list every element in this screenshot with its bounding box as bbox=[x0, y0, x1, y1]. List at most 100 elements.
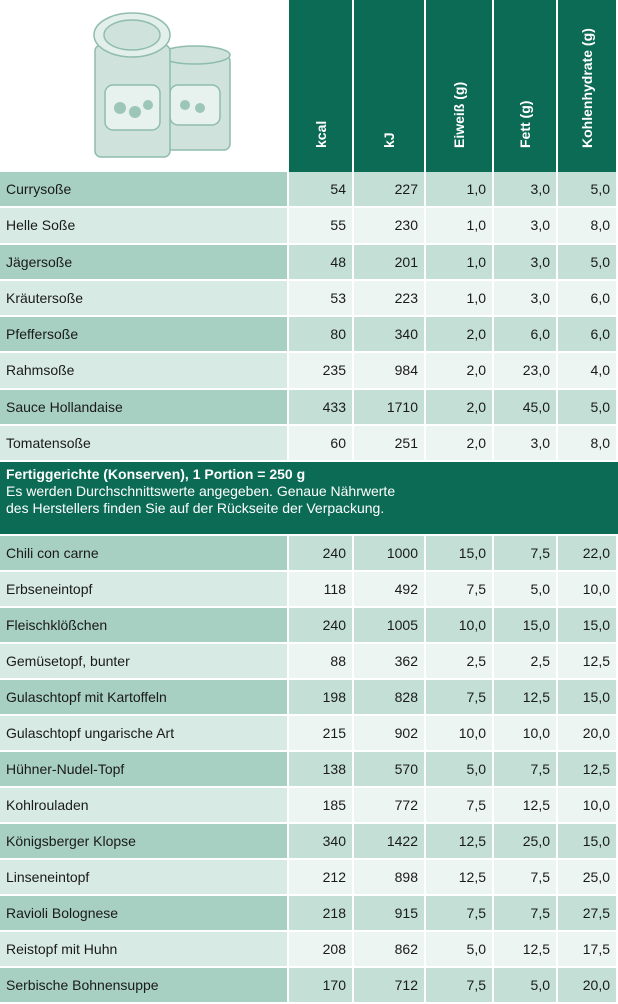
number-cell: 3,0 bbox=[494, 280, 558, 317]
name-cell: Ravioli Bolognese bbox=[0, 896, 289, 932]
number-cell: 15,0 bbox=[494, 608, 558, 644]
number-cell: 3,0 bbox=[494, 425, 558, 462]
number-cell: 15,0 bbox=[426, 536, 494, 572]
number-cell: 12,5 bbox=[426, 824, 494, 860]
number-cell: 218 bbox=[289, 896, 354, 932]
number-cell: 138 bbox=[289, 752, 354, 788]
name-cell: Helle Soße bbox=[0, 208, 289, 245]
number-cell: 20,0 bbox=[558, 716, 618, 752]
number-cell: 5,0 bbox=[426, 932, 494, 968]
section-header: Fertiggerichte (Konserven), 1 Portion = … bbox=[0, 462, 618, 536]
number-cell: 15,0 bbox=[558, 608, 618, 644]
number-cell: 60 bbox=[289, 425, 354, 462]
number-cell: 80 bbox=[289, 317, 354, 354]
number-cell: 5,0 bbox=[426, 752, 494, 788]
number-cell: 15,0 bbox=[558, 824, 618, 860]
name-cell: Gulaschtopf ungarische Art bbox=[0, 716, 289, 752]
number-cell: 185 bbox=[289, 788, 354, 824]
name-cell: Gemüsetopf, bunter bbox=[0, 644, 289, 680]
number-cell: 7,5 bbox=[494, 860, 558, 896]
number-cell: 7,5 bbox=[494, 896, 558, 932]
column-header: Fett (g) bbox=[494, 0, 558, 172]
number-cell: 4,0 bbox=[558, 353, 618, 390]
name-cell: Currysoße bbox=[0, 172, 289, 209]
name-cell: Chili con carne bbox=[0, 536, 289, 572]
number-cell: 2,0 bbox=[426, 425, 494, 462]
number-cell: 227 bbox=[354, 172, 426, 209]
number-cell: 7,5 bbox=[426, 968, 494, 1004]
number-cell: 10,0 bbox=[558, 572, 618, 608]
number-cell: 5,0 bbox=[558, 244, 618, 281]
column-header-text: Kohlenhydrate (g) bbox=[579, 28, 595, 148]
number-cell: 7,5 bbox=[494, 752, 558, 788]
number-cell: 828 bbox=[354, 680, 426, 716]
number-cell: 12,5 bbox=[558, 644, 618, 680]
number-cell: 1,0 bbox=[426, 208, 494, 245]
section-title: Fertiggerichte (Konserven), 1 Portion = … bbox=[6, 466, 306, 482]
column-header: kJ bbox=[354, 0, 426, 172]
number-cell: 1,0 bbox=[426, 280, 494, 317]
name-cell: Erbseneintopf bbox=[0, 572, 289, 608]
number-cell: 3,0 bbox=[494, 172, 558, 209]
number-cell: 55 bbox=[289, 208, 354, 245]
number-cell: 251 bbox=[354, 425, 426, 462]
number-cell: 862 bbox=[354, 932, 426, 968]
number-cell: 2,0 bbox=[426, 389, 494, 426]
number-cell: 223 bbox=[354, 280, 426, 317]
number-cell: 1005 bbox=[354, 608, 426, 644]
number-cell: 212 bbox=[289, 860, 354, 896]
number-cell: 170 bbox=[289, 968, 354, 1004]
number-cell: 27,5 bbox=[558, 896, 618, 932]
number-cell: 15,0 bbox=[558, 680, 618, 716]
number-cell: 208 bbox=[289, 932, 354, 968]
name-cell: Hühner-Nudel-Topf bbox=[0, 752, 289, 788]
column-header-text: kcal bbox=[312, 120, 329, 148]
name-cell: Jägersoße bbox=[0, 244, 289, 281]
name-cell: Kohlrouladen bbox=[0, 788, 289, 824]
number-cell: 25,0 bbox=[558, 860, 618, 896]
number-cell: 2,5 bbox=[494, 644, 558, 680]
number-cell: 12,5 bbox=[494, 932, 558, 968]
name-cell: Serbische Bohnensuppe bbox=[0, 968, 289, 1004]
number-cell: 3,0 bbox=[494, 208, 558, 245]
number-cell: 492 bbox=[354, 572, 426, 608]
name-cell: Fleischklößchen bbox=[0, 608, 289, 644]
number-cell: 340 bbox=[354, 317, 426, 354]
number-cell: 10,0 bbox=[494, 716, 558, 752]
number-cell: 7,5 bbox=[426, 788, 494, 824]
number-cell: 5,0 bbox=[494, 572, 558, 608]
number-cell: 53 bbox=[289, 280, 354, 317]
number-cell: 902 bbox=[354, 716, 426, 752]
number-cell: 6,0 bbox=[494, 317, 558, 354]
number-cell: 3,0 bbox=[494, 244, 558, 281]
number-cell: 12,5 bbox=[494, 788, 558, 824]
number-cell: 1,0 bbox=[426, 172, 494, 209]
number-cell: 48 bbox=[289, 244, 354, 281]
number-cell: 12,5 bbox=[558, 752, 618, 788]
number-cell: 433 bbox=[289, 389, 354, 426]
number-cell: 10,0 bbox=[426, 608, 494, 644]
number-cell: 7,5 bbox=[494, 536, 558, 572]
number-cell: 23,0 bbox=[494, 353, 558, 390]
number-cell: 22,0 bbox=[558, 536, 618, 572]
number-cell: 235 bbox=[289, 353, 354, 390]
number-cell: 5,0 bbox=[494, 968, 558, 1004]
number-cell: 984 bbox=[354, 353, 426, 390]
number-cell: 10,0 bbox=[558, 788, 618, 824]
number-cell: 772 bbox=[354, 788, 426, 824]
number-cell: 12,5 bbox=[494, 680, 558, 716]
number-cell: 230 bbox=[354, 208, 426, 245]
number-cell: 20,0 bbox=[558, 968, 618, 1004]
number-cell: 712 bbox=[354, 968, 426, 1004]
number-cell: 1710 bbox=[354, 389, 426, 426]
number-cell: 240 bbox=[289, 536, 354, 572]
number-cell: 88 bbox=[289, 644, 354, 680]
number-cell: 7,5 bbox=[426, 896, 494, 932]
column-header-text: Fett (g) bbox=[517, 100, 533, 148]
number-cell: 6,0 bbox=[558, 317, 618, 354]
number-cell: 7,5 bbox=[426, 680, 494, 716]
name-cell: Rahmsoße bbox=[0, 353, 289, 390]
name-cell: Linseneintopf bbox=[0, 860, 289, 896]
number-cell: 10,0 bbox=[426, 716, 494, 752]
